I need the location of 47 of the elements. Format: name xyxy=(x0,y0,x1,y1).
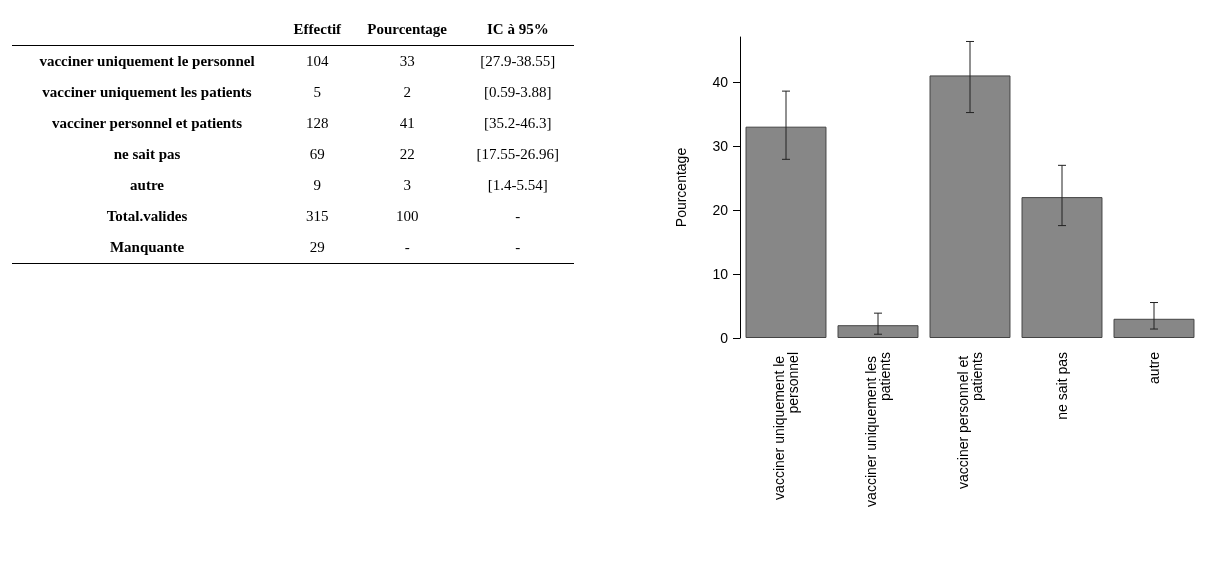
text: 29 xyxy=(308,238,326,257)
text: Manquante xyxy=(108,238,186,257)
text: 33 xyxy=(398,52,416,71)
text: [35.2-46.3] xyxy=(483,114,553,133)
text: Pourcentage xyxy=(366,20,448,39)
text: IC à 95% xyxy=(486,20,550,39)
text: [27.9-38.55] xyxy=(479,52,557,71)
text: vacciner uniquement les patients xyxy=(41,83,253,102)
text: - xyxy=(514,238,522,257)
text: Total.valides xyxy=(105,207,189,226)
text: [1.4-5.54] xyxy=(486,176,549,195)
y-tick-label: 40 xyxy=(712,73,729,90)
text: 22 xyxy=(398,145,416,164)
text: 2 xyxy=(402,83,412,102)
x-tick-label: vacciner uniquement le personnel xyxy=(771,352,801,500)
x-tick-label: autre xyxy=(1146,351,1162,384)
y-tick-label: 20 xyxy=(712,201,729,218)
y-axis-title: Pourcentage xyxy=(673,147,689,228)
text: 128 xyxy=(305,114,330,133)
text: - xyxy=(403,238,411,257)
text: 315 xyxy=(305,207,330,226)
text: 9 xyxy=(312,176,323,195)
text: Effectif xyxy=(292,20,343,39)
text: [0.59-3.88] xyxy=(483,83,553,102)
bar xyxy=(745,126,827,338)
text: 5 xyxy=(312,83,323,102)
text: vacciner uniquement le personnel xyxy=(38,52,256,71)
x-tick-label: vacciner personnel et patients xyxy=(955,352,985,489)
text: 104 xyxy=(305,52,330,71)
text: vacciner personnel et patients xyxy=(50,114,244,133)
text: - xyxy=(514,207,522,226)
x-tick-label: vacciner uniquement les patients xyxy=(863,352,893,507)
y-tick-label: 30 xyxy=(712,137,729,154)
bar xyxy=(929,75,1011,338)
bar xyxy=(1113,318,1195,338)
text: [17.55-26.96] xyxy=(475,145,561,164)
y-tick-label: 10 xyxy=(712,265,729,282)
text: autre xyxy=(129,176,165,195)
text: ne sait pas xyxy=(112,145,182,164)
text: 41 xyxy=(398,114,416,133)
y-tick-label: 0 xyxy=(720,330,729,346)
bar xyxy=(1021,197,1103,338)
bar xyxy=(837,325,919,338)
text: 69 xyxy=(308,145,326,164)
text: 100 xyxy=(394,207,420,226)
x-tick-label: ne sait pas xyxy=(1054,352,1070,420)
text: 3 xyxy=(402,176,412,195)
